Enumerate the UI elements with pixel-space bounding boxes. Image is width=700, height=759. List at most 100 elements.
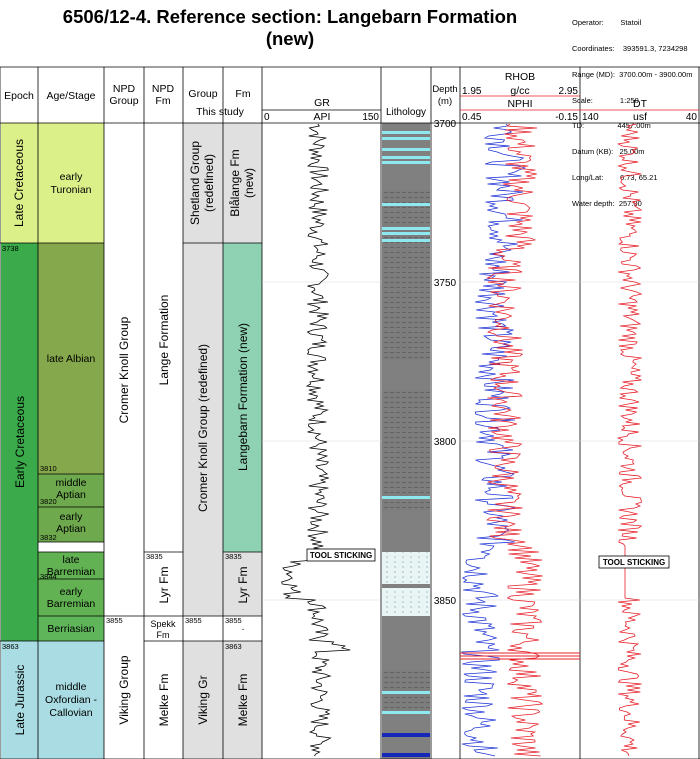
depth-mark-3863-epoch: 3863 [2, 642, 19, 651]
header-depth-1: Depth [432, 84, 457, 95]
npd-group-cromer-knoll: Cromer Knoll Group [117, 316, 131, 423]
npd-fm-melke: Melke Fm [157, 674, 171, 727]
header-epoch: Epoch [4, 90, 34, 102]
depth-tick-3800: 3800 [434, 437, 457, 448]
log-curves [281, 123, 643, 757]
depth-mark-3835-npd: 3835 [146, 552, 163, 561]
depth-mark-3863-fm: 3863 [225, 642, 242, 651]
rhob-curve [486, 123, 544, 757]
tool-sticking-gr: TOOL STICKING [306, 548, 376, 562]
age-late-barremian-2: Barremian [47, 566, 96, 578]
sand-stripe [382, 496, 430, 499]
header-nphi: NPHI [507, 98, 532, 110]
nphi-scale-max: -0.15 [555, 112, 578, 123]
fm-langebarn: Langebarn Formation (new) [236, 323, 250, 471]
epoch-late-cretaceous: Late Cretaceous [12, 139, 26, 227]
sand-stripe [382, 131, 430, 134]
depth-mark-3855-fm: 3855 [225, 616, 242, 625]
gr-scale-max: 150 [362, 112, 379, 123]
depth-tick-3700: 3700 [434, 119, 457, 130]
npd-fm-lyr: Lyr Fm [157, 567, 171, 604]
gr-scale-min: 0 [264, 112, 270, 123]
epoch-column [1, 123, 38, 759]
dt-scale-max: 40 [686, 112, 698, 123]
age-early-aptian-2: Aptian [56, 523, 86, 535]
chart-title: 6506/12-4. Reference section: Langebarn … [10, 6, 570, 50]
header-rhob-unit: g/cc [510, 85, 529, 97]
group-shetland-1: Shetland Group [188, 141, 202, 225]
header-group: Group [188, 88, 217, 100]
depth-mark-3820: 3820 [40, 497, 57, 506]
meta-water-depth: Water depth: 257.00 [572, 198, 642, 208]
header-dt-unit: usf [633, 111, 647, 123]
depth-mark-3738: 3738 [2, 244, 19, 253]
npd-fm-spekk-1: Spekk [150, 619, 176, 629]
fm-lyr: Lyr Fm [236, 567, 250, 604]
group-viking: Viking Gr [196, 675, 210, 724]
limestone-stripe [382, 733, 430, 737]
age-late-barremian-1: late [63, 554, 80, 566]
limestone-stripe [382, 753, 430, 757]
depth-mark-3832: 3832 [40, 533, 57, 542]
meta-coordinates: Coordinates: 393591.3, 7234298 [572, 43, 688, 53]
fm-column [223, 123, 262, 759]
sand-stripe [382, 232, 430, 235]
sand-stripe [382, 156, 430, 159]
age-late-albian: late Albian [47, 353, 96, 365]
shale-stripe [382, 584, 430, 588]
depth-mark-3835-fm: 3835 [225, 552, 242, 561]
age-middle-aptian-1: middle [56, 477, 87, 489]
meta-scale: Scale: 1:250 [572, 95, 639, 105]
epoch-early-cretaceous: Early Cretaceous [13, 396, 27, 488]
depth-tick-3850: 3850 [434, 596, 457, 607]
fm-blalange-2: (new) [242, 168, 256, 198]
fm-blalange-1: Blålange Fm [228, 149, 242, 216]
age-early-turonian-1: early [60, 171, 84, 183]
header-npd-group-1: NPD [113, 83, 136, 95]
group-column [183, 123, 223, 759]
meta-range: Range (MD): 3700.00m - 3900.00m [572, 69, 693, 79]
tool-sticking-dt-label: TOOL STICKING [603, 558, 665, 567]
depth-mark-3810: 3810 [40, 464, 57, 473]
group-cromer-knoll-redefined: Cromer Knoll Group (redefined) [196, 344, 210, 512]
header-age: Age/Stage [46, 90, 95, 102]
nphi-curve [461, 123, 527, 757]
age-early-aptian-1: early [60, 511, 84, 523]
title-line-1: 6506/12-4. Reference section: Langebarn … [62, 6, 518, 27]
header-dt: DT [633, 98, 648, 110]
npd-fm-column [144, 552, 183, 616]
lithology-column [382, 123, 430, 759]
age-early-barremian-2: Barremian [47, 598, 96, 610]
dt-scale-min: 140 [582, 112, 599, 123]
meta-datum: Datum (KB): 25.00m [572, 147, 645, 157]
sand-stripe [382, 148, 430, 151]
title-line-2: (new) [265, 28, 315, 49]
sand-stripe [382, 161, 430, 164]
age-early-turonian-2: Turonian [50, 184, 91, 196]
fm-melke: Melke Fm [236, 674, 250, 727]
age-column [38, 123, 104, 759]
header-npd-fm-2: Fm [155, 95, 170, 107]
well-metadata: Operator: Statoil Coordinates: 393591.3,… [572, 2, 692, 217]
age-berriasian: Berriasian [47, 623, 94, 635]
header-fm: Fm [235, 88, 250, 100]
sand-stripe [382, 711, 430, 714]
header-npd-fm-1: NPD [152, 83, 175, 95]
meta-operator: Operator: Statoil [572, 18, 642, 28]
depth-mark-3844: 3844 [40, 572, 57, 581]
header-gr-unit: API [314, 111, 331, 123]
sand-stripe [382, 203, 430, 206]
header-depth-2: (m) [438, 96, 452, 107]
npd-fm-lange: Lange Formation [157, 295, 171, 386]
fm-spekk-dot: . [242, 622, 245, 633]
header-rhob: RHOB [505, 71, 535, 83]
sand-stripe [382, 691, 430, 694]
header-npd-group-2: Group [109, 95, 138, 107]
group-shetland-2: (redefined) [202, 154, 216, 212]
header-this-study: This study [196, 106, 245, 118]
age-oxfordian-1: middle [56, 681, 87, 693]
age-middle-aptian-2: Aptian [56, 489, 86, 501]
depth-mark-3855-group: 3855 [185, 616, 202, 625]
rhob-scale-min: 1.95 [462, 86, 482, 97]
